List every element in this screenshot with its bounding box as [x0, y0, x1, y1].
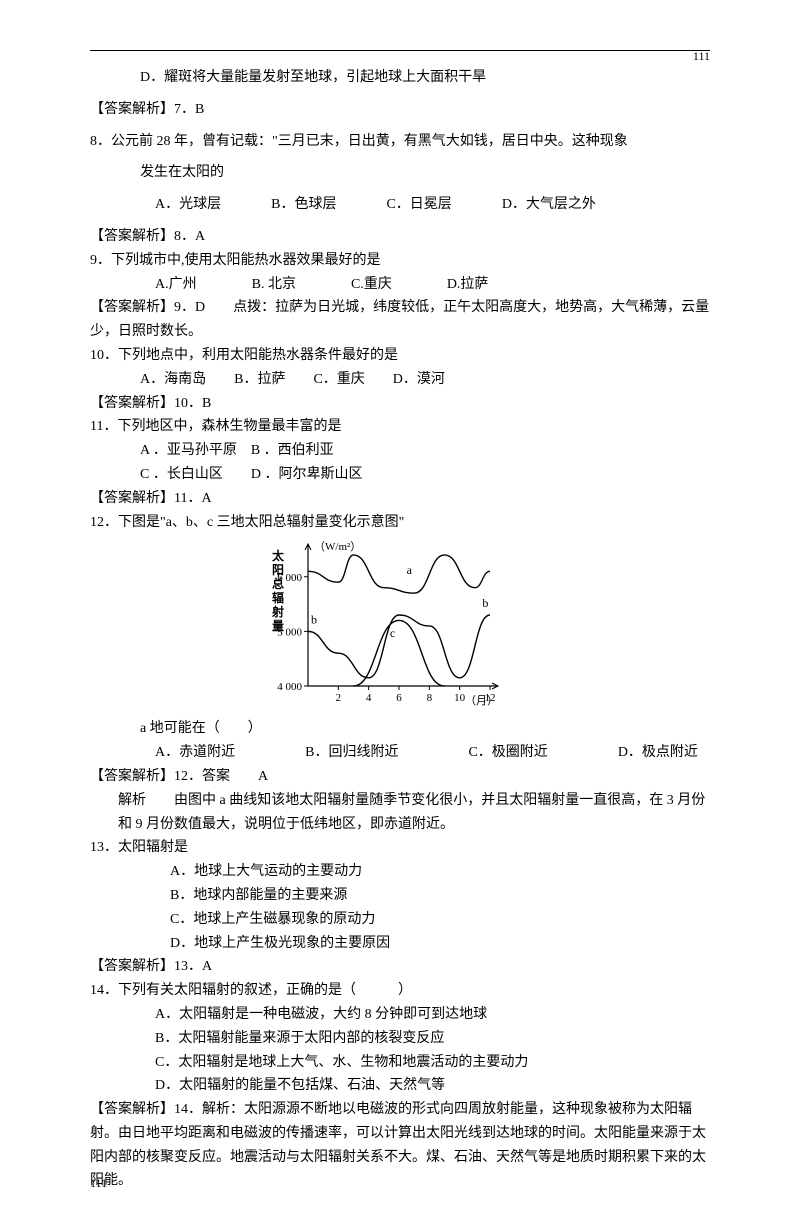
q8-answer: 【答案解析】8．A: [90, 225, 710, 249]
svg-text:4 000: 4 000: [277, 681, 302, 693]
q11-answer: 【答案解析】11．A: [90, 487, 710, 511]
q9-stem: 9．下列城市中,使用太阳能热水器效果最好的是: [90, 249, 710, 273]
q12-analysis: 解析 由图中 a 曲线知该地太阳辐射量随季节变化很小，并且太阳辐射量一直很高，在…: [90, 789, 710, 837]
q8-opt-c: C．日冕层: [386, 193, 451, 217]
svg-text:c: c: [390, 626, 395, 640]
q13-opt-d: D．地球上产生极光现象的主要原因: [90, 932, 710, 956]
svg-text:（月）: （月）: [465, 694, 498, 707]
q13-stem: 13．太阳辐射是: [90, 836, 710, 860]
q9-opt-c: C.重庆: [351, 273, 392, 297]
svg-text:阳: 阳: [272, 562, 284, 577]
svg-text:总: 总: [272, 576, 284, 591]
page-number-bottom: 111: [90, 1173, 107, 1193]
q12-stem: 12．下图是"a、b、c 三地太阳总辐射量变化示意图": [90, 511, 710, 535]
q11-opts-ab: A ．亚马孙平原 B ．西伯利亚: [90, 439, 710, 463]
svg-text:b: b: [482, 596, 488, 610]
q9-options: A.广州 B. 北京 C.重庆 D.拉萨: [90, 273, 710, 297]
q13-opt-c: C．地球上产生磁暴现象的原动力: [90, 908, 710, 932]
q11-stem: 11．下列地区中，森林生物量最丰富的是: [90, 415, 710, 439]
q9-answer: 【答案解析】9．D 点拨：拉萨为日光城，纬度较低，正午太阳高度大，地势高，大气稀…: [90, 296, 710, 344]
document-page: 111 D．耀斑将大量能量发射至地球，引起地球上大面积干旱 【答案解析】7．B …: [0, 0, 800, 1223]
q7-answer: 【答案解析】7．B: [90, 98, 710, 122]
q14-stem: 14．下列有关太阳辐射的叙述，正确的是（ ）: [90, 979, 710, 1003]
q12-opt-d: D．极点附近: [618, 741, 698, 765]
q8-stem-line1: 8．公元前 28 年，曾有记载："三月已末，日出黄，有黑气大如钱，居日中央。这种…: [90, 130, 710, 154]
q8-options: A．光球层 B．色球层 C．日冕层 D．大气层之外: [90, 193, 710, 217]
svg-text:10: 10: [454, 692, 466, 704]
q10-stem: 10．下列地点中，利用太阳能热水器条件最好的是: [90, 344, 710, 368]
top-rule: [90, 50, 710, 51]
q14-answer: 【答案解析】14．解析：太阳源源不断地以电磁波的形式向四周放射能量，这种现象被称…: [90, 1098, 710, 1193]
q13-opt-a: A．地球上大气运动的主要动力: [90, 860, 710, 884]
svg-text:2: 2: [336, 692, 342, 704]
svg-text:射: 射: [271, 604, 284, 619]
svg-text:4: 4: [366, 692, 372, 704]
q14-opt-b: B．太阳辐射能量来源于太阳内部的核裂变反应: [90, 1027, 710, 1051]
q12-answer: 【答案解析】12．答案 A: [90, 765, 710, 789]
svg-text:太: 太: [272, 548, 285, 563]
svg-text:辐: 辐: [272, 590, 284, 605]
q7-option-d: D．耀斑将大量能量发射至地球，引起地球上大面积干旱: [90, 66, 710, 90]
q13-opt-b: B．地球内部能量的主要来源: [90, 884, 710, 908]
q10-options: A．海南岛 B．拉萨 C．重庆 D．漠河: [90, 368, 710, 392]
q12-options: A．赤道附近 B．回归线附近 C．极圈附近 D．极点附近: [90, 741, 710, 765]
q12-opt-b: B．回归线附近: [305, 741, 398, 765]
q10-answer: 【答案解析】10．B: [90, 392, 710, 416]
q9-opt-b: B. 北京: [252, 273, 296, 297]
q9-opt-a: A.广州: [155, 273, 197, 297]
svg-text:（W/m²）: （W/m²）: [314, 540, 361, 553]
q13-answer: 【答案解析】13．A: [90, 955, 710, 979]
q9-opt-d: D.拉萨: [447, 273, 489, 297]
q8-opt-d: D．大气层之外: [502, 193, 596, 217]
svg-text:6: 6: [396, 692, 402, 704]
q12-sub: a 地可能在（ ）: [90, 717, 710, 741]
q14-opt-c: C．太阳辐射是地球上大气、水、生物和地震活动的主要动力: [90, 1051, 710, 1075]
svg-text:量: 量: [272, 619, 284, 633]
q12-opt-c: C．极圈附近: [468, 741, 547, 765]
q8-stem-line2: 发生在太阳的: [90, 161, 710, 185]
q12-chart: 4 0005 0006 00024681012太阳总辐射量（W/m²）（月）ab…: [90, 538, 710, 713]
q8-opt-a: A．光球层: [155, 193, 221, 217]
q14-opt-a: A．太阳辐射是一种电磁波，大约 8 分钟即可到达地球: [90, 1003, 710, 1027]
q11-opts-cd: C ．长白山区 D ．阿尔卑斯山区: [90, 463, 710, 487]
q14-opt-d: D．太阳辐射的能量不包括煤、石油、天然气等: [90, 1074, 710, 1098]
svg-text:a: a: [407, 563, 413, 577]
q8-opt-b: B．色球层: [271, 193, 336, 217]
q12-opt-a: A．赤道附近: [155, 741, 235, 765]
page-number-top: 111: [693, 46, 710, 66]
svg-text:8: 8: [427, 692, 433, 704]
svg-text:b: b: [311, 613, 317, 627]
